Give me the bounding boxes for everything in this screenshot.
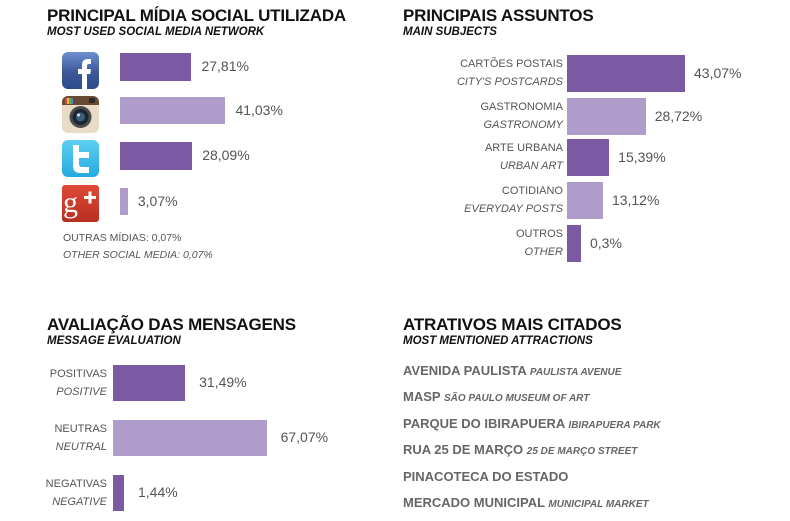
category-label-en: NEUTRAL bbox=[55, 441, 107, 453]
value-label: 15,39% bbox=[618, 148, 666, 165]
main-subjects-subtitle: MAIN SUBJECTS bbox=[403, 26, 497, 38]
bar bbox=[567, 182, 603, 219]
value-label: 13,12% bbox=[611, 191, 660, 208]
bar bbox=[567, 139, 610, 176]
bar bbox=[113, 365, 186, 401]
category-label-en: EVERYDAY POSTS bbox=[464, 203, 563, 215]
attraction-name-pt: PARQUE DO IBIRAPUERA bbox=[403, 416, 565, 431]
attractions-subtitle: MOST MENTIONED ATTRACTIONS bbox=[403, 335, 593, 347]
category-label: NEUTRAS NEUTRAL bbox=[54, 420, 107, 456]
bar-google-plus bbox=[120, 188, 128, 215]
category-label: GASTRONOMIA GASTRONOMY bbox=[480, 98, 563, 134]
other-social-media-note-pt: OUTRAS MÍDIAS: 0,07% bbox=[63, 232, 182, 244]
category-label-en: GASTRONOMY bbox=[483, 119, 563, 131]
attraction-name-pt: AVENIDA PAULISTA bbox=[403, 363, 527, 378]
facebook-icon bbox=[62, 52, 99, 89]
twitter-icon bbox=[62, 140, 99, 177]
attraction-item: MERCADO MUNICIPAL MUNICIPAL MARKET bbox=[403, 495, 649, 510]
bar-instagram bbox=[120, 97, 226, 124]
category-label-pt: ARTE URBANA bbox=[484, 142, 563, 154]
attraction-name-en: 25 DE MARÇO STREET bbox=[526, 446, 638, 457]
value-label: 3,07% bbox=[137, 192, 178, 209]
social-media-title: PRINCIPAL MÍDIA SOCIAL UTILIZADA bbox=[47, 6, 346, 25]
value-label: 28,09% bbox=[202, 147, 250, 163]
value-label: 67,07% bbox=[280, 429, 329, 445]
category-label-pt: GASTRONOMIA bbox=[480, 101, 563, 113]
instagram-icon bbox=[62, 96, 99, 133]
attraction-item: PINACOTECA DO ESTADO bbox=[403, 469, 568, 484]
category-label: CARTÕES POSTAIS CITY'S POSTCARDS bbox=[457, 55, 563, 91]
category-label-en: OTHER bbox=[524, 246, 564, 258]
bar bbox=[567, 55, 685, 92]
attraction-item: MASP SÃO PAULO MUSEUM OF ART bbox=[403, 389, 589, 404]
category-label-pt: NEGATIVAS bbox=[45, 478, 107, 490]
value-label: 43,07% bbox=[694, 64, 742, 81]
category-label: OUTROS OTHER bbox=[516, 225, 563, 261]
svg-text:g: g bbox=[63, 186, 78, 219]
category-label-en: URBAN ART bbox=[500, 160, 563, 172]
category-label: NEGATIVAS NEGATIVE bbox=[46, 475, 107, 511]
value-label: 28,72% bbox=[654, 107, 703, 124]
attraction-name-pt: PINACOTECA DO ESTADO bbox=[403, 469, 569, 484]
bar-twitter bbox=[120, 142, 193, 170]
category-label-pt: NEUTRAS bbox=[54, 423, 107, 435]
attraction-name-en: SÃO PAULO MUSEUM OF ART bbox=[443, 393, 590, 404]
google-plus-icon: g bbox=[62, 185, 99, 222]
message-evaluation-subtitle: MESSAGE EVALUATION bbox=[47, 335, 181, 347]
category-label-en: POSITIVE bbox=[56, 386, 107, 398]
value-label: 1,44% bbox=[138, 484, 178, 500]
attraction-name-pt: MERCADO MUNICIPAL bbox=[403, 495, 545, 510]
bar-facebook bbox=[120, 53, 192, 81]
category-label-pt: POSITIVAS bbox=[49, 368, 107, 380]
value-label: 31,49% bbox=[199, 374, 247, 390]
category-label-en: NEGATIVE bbox=[52, 496, 107, 508]
attraction-name-en: PAULISTA AVENUE bbox=[529, 367, 622, 378]
attraction-item: AVENIDA PAULISTA PAULISTA AVENUE bbox=[403, 363, 621, 378]
attraction-item: PARQUE DO IBIRAPUERA IBIRAPUERA PARK bbox=[403, 416, 661, 431]
main-subjects-title: PRINCIPAIS ASSUNTOS bbox=[403, 6, 594, 25]
bar bbox=[113, 475, 124, 511]
bar bbox=[567, 98, 646, 135]
attraction-item: RUA 25 DE MARÇO 25 DE MARÇO STREET bbox=[403, 442, 637, 457]
category-label: COTIDIANO EVERYDAY POSTS bbox=[464, 182, 563, 218]
attraction-name-pt: MASP bbox=[403, 389, 441, 404]
attraction-name-en: IBIRAPUERA PARK bbox=[568, 420, 661, 431]
other-social-media-note-en: OTHER SOCIAL MEDIA: 0,07% bbox=[63, 249, 213, 261]
category-label-en: CITY'S POSTCARDS bbox=[456, 76, 563, 88]
category-label-pt: CARTÕES POSTAIS bbox=[460, 58, 563, 70]
category-label: ARTE URBANA URBAN ART bbox=[485, 139, 563, 175]
value-label: 0,3% bbox=[590, 234, 622, 251]
attractions-title: ATRATIVOS MAIS CITADOS bbox=[403, 315, 622, 334]
category-label-pt: OUTROS bbox=[515, 228, 563, 240]
value-label: 27,81% bbox=[201, 58, 249, 74]
bar bbox=[113, 420, 267, 456]
category-label-pt: COTIDIANO bbox=[501, 185, 563, 197]
message-evaluation-title: AVALIAÇÃO DAS MENSAGENS bbox=[47, 315, 296, 334]
bar bbox=[567, 225, 581, 262]
category-label: POSITIVAS POSITIVE bbox=[50, 365, 107, 401]
social-media-subtitle: MOST USED SOCIAL MEDIA NETWORK bbox=[47, 26, 265, 38]
value-label: 41,03% bbox=[235, 101, 283, 118]
attraction-name-pt: RUA 25 DE MARÇO bbox=[403, 442, 524, 457]
attraction-name-en: MUNICIPAL MARKET bbox=[548, 499, 649, 510]
